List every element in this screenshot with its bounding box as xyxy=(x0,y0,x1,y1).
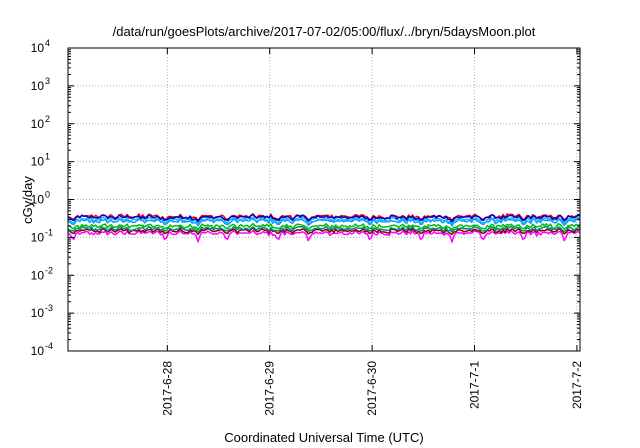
x-tick-label: 2017-6-28 xyxy=(160,361,174,416)
y-tick-label: 10 xyxy=(31,193,45,207)
y-tick-exponent: 4 xyxy=(45,38,50,48)
y-axis-label: cGy/day xyxy=(20,176,35,224)
y-tick-label: 10 xyxy=(31,230,45,244)
y-tick-label: 10 xyxy=(31,268,45,282)
x-axis-label: Coordinated Universal Time (UTC) xyxy=(224,430,423,445)
series-group xyxy=(67,213,581,243)
y-tick-exponent: -2 xyxy=(45,265,53,275)
y-tick-exponent: -1 xyxy=(45,227,53,237)
y-tick-label: 10 xyxy=(31,306,45,320)
x-tick-label: 2017-6-29 xyxy=(263,361,277,416)
series-line-1 xyxy=(67,229,581,243)
x-tick-label: 2017-6-30 xyxy=(365,361,379,416)
y-tick-exponent: -4 xyxy=(45,341,53,351)
series-line-3 xyxy=(67,225,581,233)
y-tick-label: 10 xyxy=(31,344,45,358)
x-tick-label: 2017-7-2 xyxy=(570,361,584,409)
x-tick-label: 2017-7-1 xyxy=(468,361,482,409)
series-line-2 xyxy=(67,227,581,236)
y-tick-label: 10 xyxy=(31,79,45,93)
series-line-4 xyxy=(67,222,581,231)
x-axis: 2017-6-28 2017-6-29 2017-6-30 2017-7-1 2017-… xyxy=(160,48,584,416)
y-tick-label: 10 xyxy=(31,117,45,131)
y-tick-exponent: 0 xyxy=(45,190,50,200)
series-line-6 xyxy=(67,216,581,226)
chart-title: /data/run/goesPlots/archive/2017-07-02/0… xyxy=(113,24,536,39)
y-tick-exponent: 3 xyxy=(45,76,50,86)
y-tick-label: 10 xyxy=(31,155,45,169)
grid xyxy=(68,48,580,351)
y-tick-exponent: -3 xyxy=(45,303,53,313)
y-tick-label: 10 xyxy=(31,41,45,55)
y-tick-exponent: 1 xyxy=(45,152,50,162)
series-line-8 xyxy=(67,214,581,223)
y-tick-exponent: 2 xyxy=(45,114,50,124)
